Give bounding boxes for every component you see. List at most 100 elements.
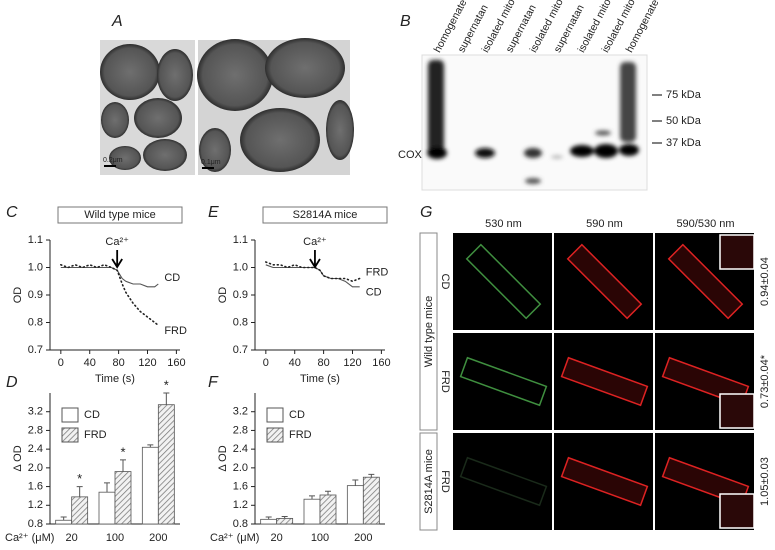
x-axis-label: Ca²⁺ (μM) (5, 532, 54, 544)
error-bar (104, 482, 110, 493)
line-series (60, 266, 159, 288)
x-tick-label: 160 (167, 357, 185, 369)
y-tick-label: 0.7 (233, 344, 248, 356)
x-tick-label: 40 (84, 357, 96, 369)
chart-title: S2814A mice (293, 209, 358, 221)
x-tick-label: 20 (271, 532, 283, 544)
error-bar (60, 516, 67, 521)
bar (71, 496, 89, 525)
group-box (419, 232, 438, 431)
y-tick-label: 1.6 (233, 480, 248, 492)
micrograph-cell (453, 233, 552, 330)
x-tick-label: 80 (317, 357, 329, 369)
inset (719, 234, 755, 270)
y-tick-label: 0.9 (233, 289, 248, 301)
column-header: 530 nm (485, 218, 522, 230)
legend-swatch (266, 427, 284, 443)
error-bar (265, 516, 272, 520)
x-tick-label: 20 (66, 532, 78, 544)
panel-label: E (208, 204, 219, 221)
y-tick-label: 2.4 (28, 443, 43, 455)
x-axis-label: Time (s) (95, 373, 135, 385)
series-label: CD (366, 287, 382, 299)
title-box (262, 206, 388, 224)
scale-bar-label: 0.1μm (201, 159, 221, 166)
bar (362, 476, 380, 525)
y-tick-label: 0.7 (28, 344, 43, 356)
y-axis-label: Δ OD (217, 445, 229, 471)
x-axis-label: Ca²⁺ (μM) (210, 532, 259, 544)
row-label: CD (439, 274, 451, 290)
x-tick-label: 0 (263, 357, 269, 369)
myocyte (560, 456, 649, 507)
x-tick-label: 100 (311, 532, 329, 544)
myocyte (560, 356, 649, 407)
y-tick-label: 1.1 (28, 234, 43, 246)
y-tick-label: 2.4 (233, 443, 248, 455)
significance: * (120, 444, 125, 459)
legend-label: CD (289, 409, 305, 421)
row-label: FRD (439, 370, 451, 393)
line-series (60, 263, 160, 327)
series-label: FRD (366, 266, 389, 278)
marker-label: 75 kDa (666, 89, 702, 101)
error-bar (309, 495, 315, 500)
myocyte (566, 243, 643, 320)
y-tick-label: 2.0 (28, 462, 43, 474)
group-box (419, 432, 438, 531)
bar (114, 471, 132, 525)
micrograph: 0.1μm (197, 38, 354, 175)
panel-label: D (6, 374, 18, 391)
x-axis-label: Time (s) (300, 373, 340, 385)
x-tick-label: 160 (372, 357, 390, 369)
myocyte (465, 243, 542, 320)
x-tick-label: 120 (138, 357, 156, 369)
bar (98, 491, 116, 525)
annotation: Ca²⁺ (105, 236, 129, 248)
y-tick-label: 1.2 (233, 499, 248, 511)
series-label: FRD (164, 325, 187, 337)
inset (719, 393, 755, 429)
charts: 0.7 0.8 0.9 1.0 1.1 OD Wild type mice 0 40 80 120 1… (5, 206, 391, 544)
title-box (57, 206, 183, 224)
y-tick-label: 2.8 (28, 424, 43, 436)
western-blot: 75 kDa 50 kDa 37 kDa COX (398, 54, 702, 191)
significance: * (77, 471, 82, 486)
ratio-label: 0.73±0.04* (759, 354, 771, 408)
chart-title: Wild type mice (84, 209, 156, 221)
column-header: 590/530 nm (676, 218, 734, 230)
panel-label: A (111, 13, 123, 30)
myocyte (667, 243, 744, 320)
myocyte (459, 456, 548, 507)
y-tick-label: 3.2 (233, 406, 248, 418)
bar (260, 518, 278, 525)
arrow (309, 250, 321, 269)
error-bar (147, 444, 154, 448)
line-series (265, 261, 361, 283)
panel-label: C (6, 204, 18, 221)
y-tick-label: 0.8 (28, 518, 43, 530)
panel-label: F (208, 374, 219, 391)
legend-label: CD (84, 409, 100, 421)
legend-swatch (266, 407, 284, 423)
error-bar (325, 490, 331, 495)
y-tick-label: 0.9 (28, 289, 43, 301)
panel-label: G (420, 204, 432, 221)
legend-swatch (61, 427, 79, 443)
x-tick-label: 0 (58, 357, 64, 369)
bar (55, 519, 73, 525)
x-tick-label: 120 (343, 357, 361, 369)
error-bar (368, 473, 375, 478)
band-label: COX (398, 149, 423, 161)
row-label: FRD (439, 470, 451, 493)
y-axis-label: OD (12, 287, 24, 304)
series-label: CD (164, 272, 180, 284)
error-bar (163, 392, 170, 405)
bar (141, 446, 159, 525)
x-tick-label: 200 (354, 532, 372, 544)
x-tick-label: 200 (149, 532, 167, 544)
marker-label: 37 kDa (666, 137, 702, 149)
legend-label: FRD (289, 429, 312, 441)
